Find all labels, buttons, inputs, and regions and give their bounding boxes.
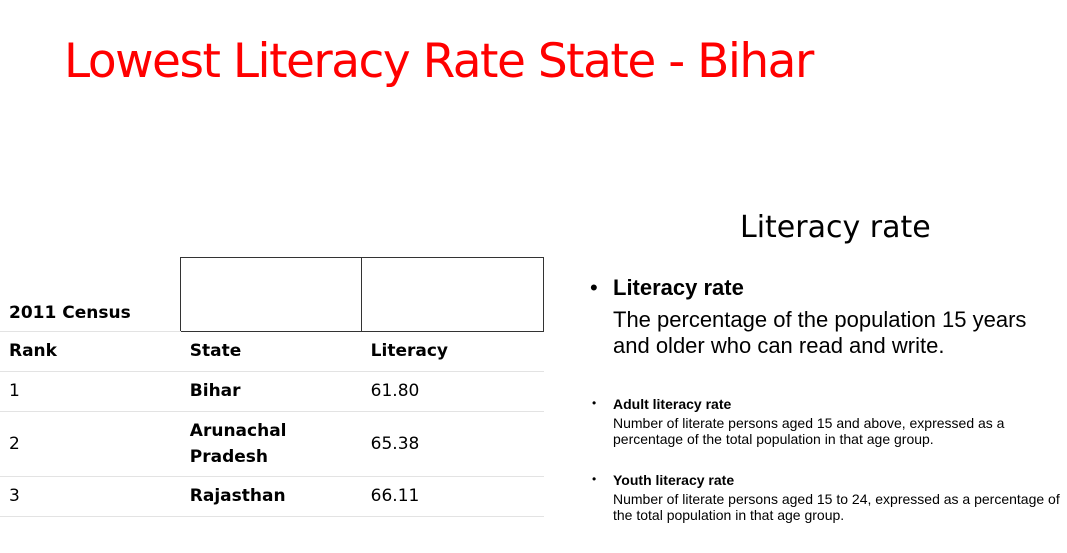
- definition-literacy-rate: • Literacy rate The percentage of the po…: [590, 275, 1066, 359]
- bullet-icon: •: [592, 396, 597, 410]
- column-header-literacy: Literacy: [361, 331, 544, 372]
- empty-cell: [361, 257, 544, 332]
- table-header-row: Rank State Literacy: [0, 331, 544, 372]
- bullet-icon: •: [592, 472, 597, 486]
- definition-adult-literacy-rate: • Adult literacy rate Number of literate…: [590, 395, 1066, 447]
- empty-cell: [180, 257, 363, 332]
- state-cell: Bihar: [180, 371, 362, 412]
- rank-cell: 1: [0, 371, 181, 412]
- rank-cell: 2: [0, 411, 181, 477]
- definition-heading: Youth literacy rate: [613, 472, 735, 488]
- table-row: 2 Arunachal Pradesh 65.38: [0, 411, 544, 477]
- state-cell: Arunachal Pradesh: [180, 411, 362, 477]
- literacy-cell: 61.80: [361, 371, 544, 412]
- definition-heading: Adult literacy rate: [613, 396, 732, 412]
- definitions-title: Literacy rate: [740, 210, 931, 245]
- literacy-cell: 65.38: [361, 411, 544, 477]
- page-title: Lowest Literacy Rate State - Bihar: [64, 34, 814, 89]
- definition-youth-literacy-rate: • Youth literacy rate Number of literate…: [590, 471, 1066, 523]
- table-row: 1 Bihar 61.80: [0, 371, 544, 412]
- table-caption-row: 2011 Census: [0, 257, 544, 332]
- definition-text: Number of literate persons aged 15 and a…: [613, 415, 1005, 447]
- definition-text: Number of literate persons aged 15 to 24…: [613, 491, 1060, 523]
- literacy-cell: 66.11: [361, 476, 544, 517]
- definition-text: The percentage of the population 15 year…: [613, 307, 1027, 358]
- definition-heading: Literacy rate: [613, 275, 744, 300]
- bullet-icon: •: [590, 275, 598, 300]
- state-cell: Rajasthan: [180, 476, 362, 517]
- census-table: 2011 Census Rank State Literacy 1 Bihar …: [0, 257, 544, 517]
- column-header-state: State: [180, 331, 362, 372]
- table-row: 3 Rajasthan 66.11: [0, 476, 544, 517]
- rank-cell: 3: [0, 476, 181, 517]
- column-header-rank: Rank: [0, 331, 181, 372]
- census-caption: 2011 Census: [0, 257, 181, 332]
